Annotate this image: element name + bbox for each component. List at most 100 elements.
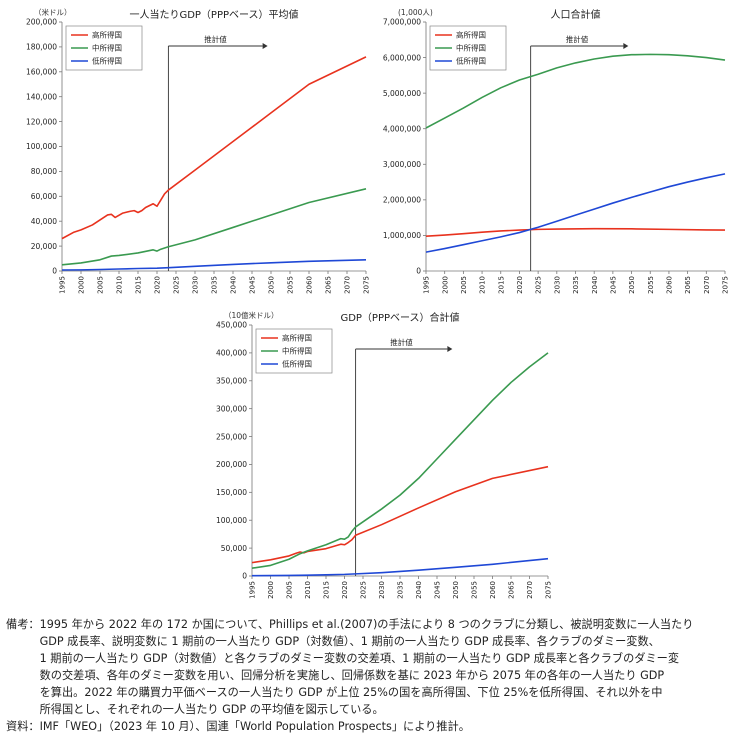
x-tick-label: 2040 bbox=[591, 276, 599, 294]
y-tick-label: 3,000,000 bbox=[383, 160, 421, 169]
x-tick-label: 2030 bbox=[378, 581, 386, 599]
x-tick-label: 2025 bbox=[360, 581, 368, 599]
x-tick-label: 2015 bbox=[135, 276, 143, 294]
y-tick-label: 180,000 bbox=[26, 43, 57, 52]
x-tick-label: 1995 bbox=[59, 276, 67, 294]
x-tick-label: 2065 bbox=[508, 581, 516, 599]
source-text: IMF「WEO」（2023 年 10 月）、国連「World Populatio… bbox=[39, 720, 470, 733]
remark-line: 1995 年から 2022 年の 172 か国について、Phillips et … bbox=[39, 618, 694, 631]
projection-label: 推計値 bbox=[390, 337, 413, 347]
x-tick-label: 2075 bbox=[545, 581, 553, 599]
series-line-mid bbox=[61, 188, 367, 266]
chart-svg: (1,000人) 人口合計値 0 1,000,000 2,000,000 3,000,00… bbox=[383, 8, 730, 294]
remark-line: 数の交差項、各年のダミー変数を用い、回帰分析を実施し、回帰係数を基に 2023 … bbox=[39, 669, 665, 682]
x-tick-label: 2035 bbox=[211, 276, 219, 294]
y-tick-label: 150,000 bbox=[216, 488, 247, 497]
x-tick-label: 1995 bbox=[423, 276, 431, 294]
projection-arrowhead bbox=[262, 43, 268, 49]
remark-line: 所得国とし、それぞれの一人当たり GDP の平均値を図示している。 bbox=[39, 703, 384, 716]
x-tick-label: 2005 bbox=[460, 276, 468, 294]
projection-arrowhead bbox=[623, 43, 629, 49]
chart-title: GDP（PPPベース）合計値 bbox=[340, 311, 459, 324]
y-tick-label: 100,000 bbox=[26, 142, 57, 151]
source-row: 資料： IMF「WEO」（2023 年 10 月）、国連「World Popul… bbox=[6, 718, 734, 735]
remark-line: GDP 成長率、説明変数に 1 期前の一人当たり GDP（対数値）、1 期前の一… bbox=[39, 635, 660, 648]
x-tick-label: 2055 bbox=[471, 581, 479, 599]
chart-svg: （10億米ドル） GDP（PPPベース）合計値 0 50,000 100,000 150,… bbox=[216, 310, 553, 599]
x-tick-label: 2000 bbox=[441, 276, 449, 294]
x-tick-label: 2070 bbox=[526, 581, 534, 599]
chart-title: 一人当たりGDP（PPPベース）平均値 bbox=[129, 8, 298, 21]
y-tick-label: 60,000 bbox=[31, 192, 57, 201]
x-tick-label: 2030 bbox=[553, 276, 561, 294]
legend-label-high: 高所得国 bbox=[456, 30, 486, 40]
unit-label: （米ドル） bbox=[34, 7, 72, 17]
x-tick-label: 2035 bbox=[397, 581, 405, 599]
x-tick-label: 2000 bbox=[78, 276, 86, 294]
series-line-high bbox=[251, 465, 549, 564]
x-tick-label: 2050 bbox=[452, 581, 460, 599]
unit-label: (1,000人) bbox=[398, 8, 433, 17]
y-tick-label: 300,000 bbox=[216, 404, 247, 413]
x-tick-label: 2060 bbox=[306, 276, 314, 294]
y-tick-label: 20,000 bbox=[31, 242, 57, 251]
y-tick-label: 80,000 bbox=[31, 167, 57, 176]
chart-gdp-per-capita: （米ドル） 一人当たりGDP（PPPベース）平均値 0 20,000 40,000 60,… bbox=[0, 0, 375, 300]
legend-label-mid: 中所得国 bbox=[456, 43, 486, 53]
legend-label-low: 低所得国 bbox=[282, 359, 312, 369]
y-tick-label: 200,000 bbox=[216, 460, 247, 469]
x-tick-label: 2055 bbox=[647, 276, 655, 294]
x-tick-label: 2020 bbox=[341, 581, 349, 599]
x-tick-label: 2070 bbox=[344, 276, 352, 294]
projection-label: 推計値 bbox=[204, 34, 227, 44]
series-line-mid bbox=[251, 352, 549, 569]
y-tick-label: 250,000 bbox=[216, 432, 247, 441]
x-tick-label: 2015 bbox=[323, 581, 331, 599]
x-tick-label: 2010 bbox=[304, 581, 312, 599]
x-tick-label: 2075 bbox=[363, 276, 371, 294]
legend-label-high: 高所得国 bbox=[92, 30, 122, 40]
x-tick-label: 2075 bbox=[722, 276, 730, 294]
chart-title: 人口合計値 bbox=[551, 8, 601, 21]
x-tick-label: 2010 bbox=[479, 276, 487, 294]
y-tick-label: 200,000 bbox=[26, 18, 57, 27]
y-tick-label: 120,000 bbox=[26, 117, 57, 126]
x-tick-label: 2015 bbox=[497, 276, 505, 294]
y-tick-label: 160,000 bbox=[26, 68, 57, 77]
chart-population: (1,000人) 人口合計値 0 1,000,000 2,000,000 3,000,00… bbox=[368, 0, 739, 300]
projection-arrowhead bbox=[447, 346, 453, 352]
y-tick-label: 4,000,000 bbox=[383, 124, 421, 133]
y-tick-label: 140,000 bbox=[26, 92, 57, 101]
y-tick-label: 40,000 bbox=[31, 217, 57, 226]
chart-svg: （米ドル） 一人当たりGDP（PPPベース）平均値 0 20,000 40,000 60,… bbox=[26, 7, 371, 294]
y-tick-label: 0 bbox=[242, 572, 247, 581]
x-tick-label: 2040 bbox=[230, 276, 238, 294]
unit-label: （10億米ドル） bbox=[224, 310, 279, 320]
x-tick-label: 2045 bbox=[434, 581, 442, 599]
legend-label-mid: 中所得国 bbox=[282, 346, 312, 356]
y-tick-label: 350,000 bbox=[216, 376, 247, 385]
legend-label-high: 高所得国 bbox=[282, 333, 312, 343]
x-tick-label: 2020 bbox=[516, 276, 524, 294]
y-tick-label: 400,000 bbox=[216, 349, 247, 358]
series-line-high bbox=[425, 227, 726, 237]
projection-label: 推計値 bbox=[566, 34, 589, 44]
x-tick-label: 2060 bbox=[489, 581, 497, 599]
x-tick-label: 2045 bbox=[609, 276, 617, 294]
x-tick-label: 2065 bbox=[325, 276, 333, 294]
series-line-low bbox=[61, 259, 367, 271]
notes-block: 備考： 1995 年から 2022 年の 172 か国について、Phillips… bbox=[6, 616, 734, 735]
x-tick-label: 2020 bbox=[154, 276, 162, 294]
x-tick-label: 2070 bbox=[703, 276, 711, 294]
y-tick-label: 0 bbox=[52, 267, 57, 276]
y-tick-label: 2,000,000 bbox=[383, 196, 421, 205]
legend-label-low: 低所得国 bbox=[456, 56, 486, 66]
y-tick-label: 0 bbox=[416, 267, 421, 276]
y-tick-label: 7,000,000 bbox=[383, 18, 421, 27]
x-tick-label: 2005 bbox=[286, 581, 294, 599]
x-tick-label: 1995 bbox=[249, 581, 257, 599]
x-tick-label: 2040 bbox=[415, 581, 423, 599]
chart-gdp-total: （10億米ドル） GDP（PPPベース）合計値 0 50,000 100,000 150,… bbox=[196, 308, 560, 608]
x-tick-label: 2025 bbox=[535, 276, 543, 294]
x-tick-label: 2055 bbox=[287, 276, 295, 294]
